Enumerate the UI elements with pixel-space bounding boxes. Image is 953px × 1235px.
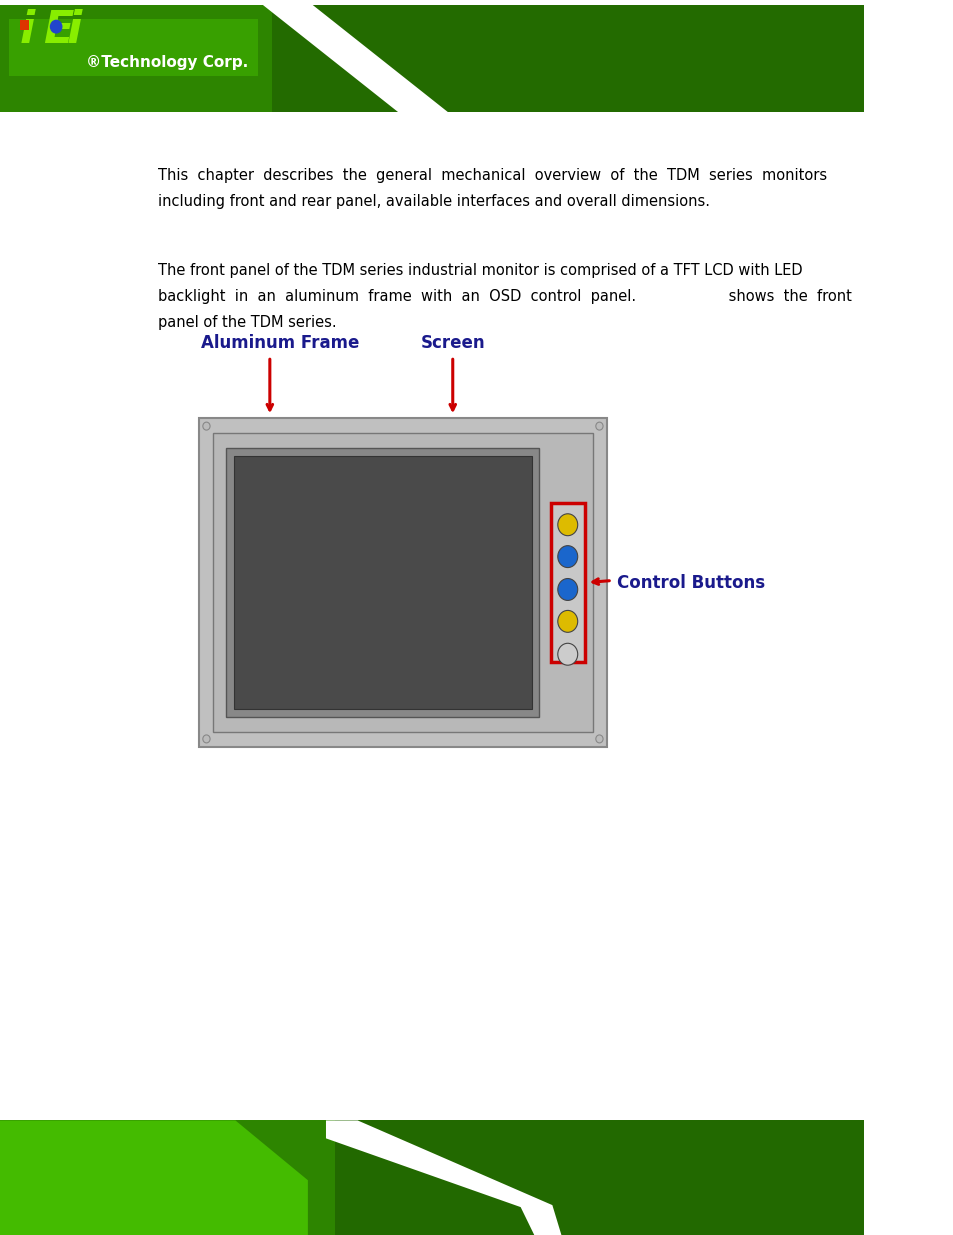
- Bar: [0, 5, 863, 112]
- Circle shape: [558, 578, 578, 600]
- Circle shape: [558, 610, 578, 632]
- Text: panel of the TDM series.: panel of the TDM series.: [158, 315, 336, 330]
- Bar: [20, 20, 29, 30]
- Circle shape: [558, 643, 578, 666]
- Polygon shape: [262, 5, 435, 112]
- Circle shape: [596, 422, 602, 430]
- Polygon shape: [0, 1120, 308, 1235]
- Text: Aluminum Frame: Aluminum Frame: [201, 335, 359, 352]
- Circle shape: [558, 546, 578, 568]
- Circle shape: [50, 20, 62, 33]
- Text: backlight  in  an  aluminum  frame  with  an  OSD  control  panel.              : backlight in an aluminum frame with an O…: [158, 289, 851, 304]
- Bar: [0, 1120, 863, 1235]
- Circle shape: [558, 514, 578, 536]
- Circle shape: [203, 735, 210, 743]
- Text: ®Technology Corp.: ®Technology Corp.: [86, 54, 248, 69]
- Text: Control Buttons: Control Buttons: [616, 574, 764, 593]
- Bar: [335, 1120, 863, 1235]
- Bar: [9, 19, 258, 77]
- Bar: [550, 503, 584, 662]
- Polygon shape: [290, 5, 448, 112]
- Text: Screen: Screen: [420, 335, 485, 352]
- Bar: [0, 112, 863, 1120]
- Circle shape: [203, 422, 210, 430]
- Bar: [199, 419, 606, 747]
- Text: i: i: [20, 9, 35, 52]
- Text: E: E: [44, 9, 73, 52]
- Circle shape: [596, 735, 602, 743]
- Text: including front and rear panel, available interfaces and overall dimensions.: including front and rear panel, availabl…: [158, 194, 710, 209]
- Text: The front panel of the TDM series industrial monitor is comprised of a TFT LCD w: The front panel of the TDM series indust…: [158, 263, 802, 278]
- Text: i: i: [67, 9, 82, 52]
- Polygon shape: [326, 1120, 560, 1235]
- Bar: [226, 448, 538, 718]
- Text: This  chapter  describes  the  general  mechanical  overview  of  the  TDM  seri: This chapter describes the general mecha…: [158, 168, 826, 183]
- Bar: [213, 433, 593, 732]
- Bar: [233, 456, 532, 709]
- Bar: [272, 5, 863, 112]
